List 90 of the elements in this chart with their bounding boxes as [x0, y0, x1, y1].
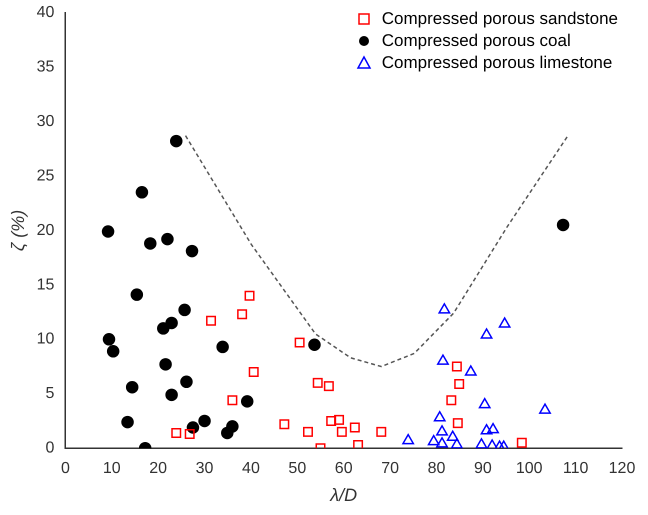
- point: [279, 419, 290, 430]
- point: [302, 426, 313, 437]
- x-tick-label: 100: [516, 460, 543, 478]
- x-tick-label: 80: [428, 460, 446, 478]
- point: [487, 422, 499, 434]
- point: [516, 438, 527, 448]
- x-tick-label: 70: [381, 460, 400, 478]
- point: [446, 430, 459, 442]
- x-tick-label: 20: [149, 460, 168, 478]
- point: [308, 338, 321, 351]
- point: [336, 426, 347, 437]
- y-tick-label: 30: [36, 112, 54, 130]
- y-tick-label: 20: [36, 222, 54, 239]
- legend-label: Compressed porous coal: [382, 30, 571, 52]
- point: [184, 429, 195, 440]
- point: [294, 338, 305, 348]
- point: [106, 345, 120, 358]
- point: [178, 304, 191, 316]
- point: [216, 340, 229, 354]
- point: [136, 186, 148, 199]
- point: [376, 426, 386, 437]
- x-tick-label: 40: [242, 460, 260, 478]
- point: [170, 134, 183, 148]
- y-tick-label: 5: [45, 385, 54, 402]
- point: [102, 333, 116, 346]
- point: [452, 418, 463, 428]
- point: [165, 388, 178, 402]
- point: [428, 434, 440, 446]
- point: [353, 440, 364, 448]
- point: [436, 437, 448, 448]
- x-tick-label: 120: [608, 460, 636, 478]
- point: [144, 237, 157, 250]
- point: [478, 398, 491, 408]
- point: [240, 395, 254, 408]
- point: [326, 416, 336, 426]
- y-tick-label: 40: [36, 4, 54, 22]
- x-tick-label: 110: [562, 460, 588, 478]
- point: [312, 378, 323, 388]
- point: [237, 309, 248, 320]
- y-axis-title: ζ (%): [8, 210, 28, 252]
- point: [450, 438, 463, 448]
- point: [324, 381, 334, 392]
- x-tick-label: 60: [334, 460, 353, 478]
- point: [464, 365, 477, 376]
- point: [248, 366, 259, 377]
- point: [438, 303, 450, 314]
- point: [539, 403, 551, 414]
- point: [221, 426, 234, 440]
- point: [334, 414, 344, 425]
- point: [556, 218, 570, 232]
- point: [476, 438, 488, 448]
- point: [126, 380, 138, 394]
- point: [446, 395, 456, 406]
- x-axis-title: λ/D: [329, 485, 358, 506]
- point: [157, 322, 170, 335]
- point: [452, 362, 462, 372]
- point: [498, 317, 511, 328]
- point: [480, 328, 493, 339]
- point: [244, 290, 255, 301]
- x-tick-label: 30: [196, 460, 214, 478]
- x-tick-label: 50: [288, 460, 306, 478]
- point: [227, 395, 238, 406]
- point: [198, 414, 211, 428]
- legend-label: Compressed porous limestone: [382, 52, 612, 74]
- line-series: [184, 134, 570, 368]
- x-tick-label: 0: [60, 460, 70, 478]
- point: [159, 358, 172, 371]
- point: [121, 416, 134, 428]
- point: [402, 434, 414, 444]
- point: [206, 316, 216, 326]
- point: [437, 354, 449, 365]
- y-tick-label: 15: [36, 276, 54, 294]
- point: [480, 424, 493, 435]
- point: [186, 244, 198, 258]
- y-tick-label: 35: [36, 58, 54, 76]
- point: [102, 225, 114, 238]
- point: [180, 376, 193, 388]
- point: [434, 410, 446, 422]
- point: [436, 425, 448, 436]
- x-tick-label: 10: [102, 460, 121, 478]
- y-tick-label: 10: [36, 330, 54, 348]
- point: [350, 422, 360, 432]
- point: [454, 378, 464, 389]
- y-tick-label: 25: [36, 167, 54, 184]
- point: [130, 288, 144, 301]
- x-tick-label: 90: [474, 460, 492, 478]
- point: [161, 232, 174, 246]
- point: [171, 428, 182, 438]
- legend-label: Compressed porous sandstone: [382, 8, 618, 30]
- y-tick-label: 0: [45, 440, 54, 457]
